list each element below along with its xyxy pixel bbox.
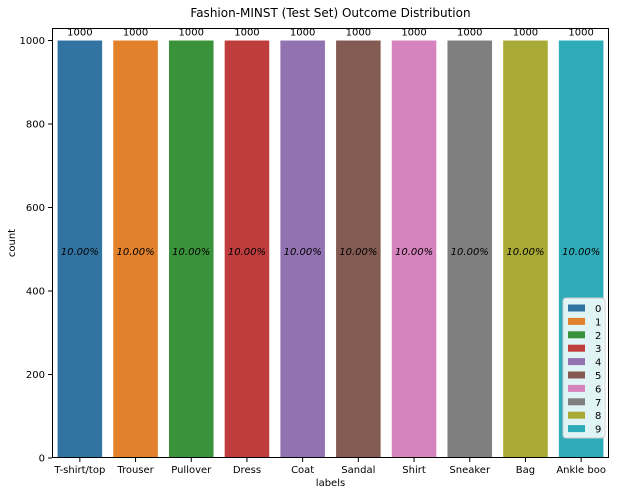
- bar-value-labels-group: 1000 1000 1000 1000 1000 1000 1000 1000 1000 1000: [67, 28, 594, 39]
- plot-frame: [52, 28, 609, 458]
- percent-labels-group: 10.00% 10.00% 10.00% 10.00% 10.00% 10.00% 10.0…: [61, 247, 600, 258]
- legend-label-6: 6: [595, 384, 601, 395]
- bar-value-label-9: 1000: [568, 28, 593, 39]
- x-tick-label-0: T-shirt/top: [53, 465, 105, 476]
- bar-3: [224, 40, 270, 459]
- percent-label-6: 10.00%: [395, 247, 433, 258]
- legend-label-3: 3: [595, 344, 601, 355]
- percent-label-5: 10.00%: [339, 247, 377, 258]
- legend-swatch-7: [568, 398, 585, 406]
- legend-swatch-6: [568, 384, 585, 392]
- x-axis-title: labels: [316, 478, 345, 489]
- legend-label-4: 4: [595, 358, 601, 369]
- legend-label-1: 1: [595, 317, 601, 328]
- bar-value-label-4: 1000: [290, 28, 315, 39]
- y-tick-label-3: 600: [26, 203, 45, 214]
- legend-swatch-9: [568, 425, 585, 433]
- percent-label-8: 10.00%: [506, 247, 544, 258]
- x-tick-label-5: Sandal: [341, 465, 375, 476]
- legend-label-0: 0: [595, 304, 601, 315]
- bar-value-label-0: 1000: [67, 28, 92, 39]
- bar-value-label-1: 1000: [123, 28, 148, 39]
- legend-swatch-4: [568, 358, 585, 366]
- legend-label-7: 7: [595, 398, 601, 409]
- percent-label-0: 10.00%: [61, 247, 99, 258]
- legend-label-2: 2: [595, 331, 601, 342]
- percent-label-9: 10.00%: [562, 247, 600, 258]
- x-tick-label-2: Pullover: [171, 465, 212, 476]
- percent-label-4: 10.00%: [284, 247, 322, 258]
- x-tick-label-7: Sneaker: [449, 465, 491, 476]
- legend-label-9: 9: [595, 425, 601, 436]
- bar-value-label-6: 1000: [401, 28, 426, 39]
- legend-swatch-5: [568, 371, 585, 379]
- legend-swatch-3: [568, 344, 585, 352]
- legend-swatch-1: [568, 317, 585, 325]
- y-tick-label-0: 0: [39, 454, 45, 465]
- legend: 0 1 2 3 4 5 6 7 8 9: [562, 297, 606, 439]
- legend-label-5: 5: [595, 371, 601, 382]
- x-tick-label-9: Ankle boo: [556, 465, 606, 476]
- y-tick-label-2: 400: [26, 287, 45, 298]
- x-tick-label-8: Bag: [516, 465, 535, 476]
- percent-label-3: 10.00%: [228, 247, 266, 258]
- bar-value-label-7: 1000: [457, 28, 482, 39]
- bar-1: [113, 40, 158, 459]
- bar-7: [447, 40, 493, 459]
- bar-value-label-8: 1000: [513, 28, 538, 39]
- x-tick-label-1: Trouser: [116, 465, 154, 476]
- bar-4: [280, 40, 325, 459]
- bar-value-label-5: 1000: [346, 28, 371, 39]
- bar-0: [57, 40, 103, 459]
- percent-label-7: 10.00%: [451, 247, 489, 258]
- chart-title: Fashion-MINST (Test Set) Outcome Distrib…: [190, 6, 470, 20]
- y-axis-title: count: [7, 229, 18, 257]
- x-tick-label-4: Coat: [291, 465, 314, 476]
- bar-5: [336, 40, 381, 459]
- legend-swatch-2: [568, 331, 585, 339]
- y-tick-label-4: 800: [26, 120, 45, 131]
- y-tick-label-5: 1000: [20, 36, 45, 47]
- percent-label-1: 10.00%: [116, 247, 154, 258]
- legend-label-8: 8: [595, 411, 601, 422]
- legend-swatch-8: [568, 411, 585, 419]
- bar-8: [503, 40, 548, 459]
- y-axis-ticks-group: 0 200 400 600 800 1000: [20, 36, 52, 465]
- bar-value-label-3: 1000: [234, 28, 259, 39]
- x-tick-label-6: Shirt: [402, 465, 426, 476]
- percent-label-2: 10.00%: [172, 247, 210, 258]
- bar-6: [391, 40, 437, 459]
- bar-2: [168, 40, 214, 459]
- bar-value-label-2: 1000: [179, 28, 204, 39]
- y-tick-label-1: 200: [26, 370, 45, 381]
- x-tick-label-3: Dress: [233, 465, 261, 476]
- legend-swatch-0: [568, 304, 585, 312]
- x-axis-ticks-group: T-shirt/top Trouser Pullover Dress Coat Sanda…: [53, 458, 606, 476]
